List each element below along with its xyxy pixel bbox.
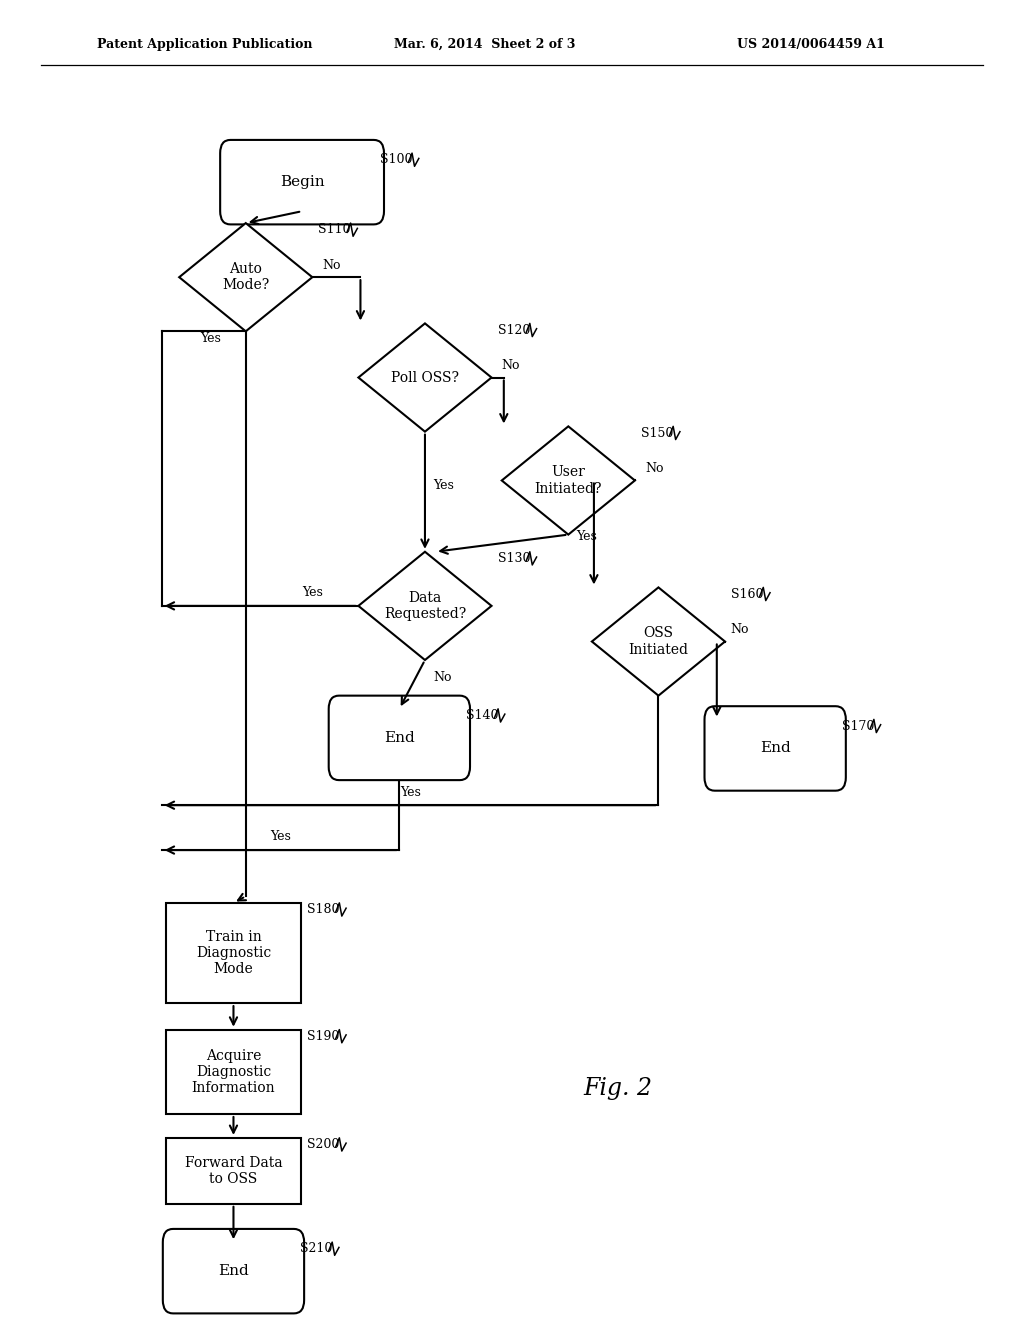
Text: Forward Data
to OSS: Forward Data to OSS (184, 1156, 283, 1185)
Text: No: No (730, 623, 749, 636)
Polygon shape (179, 223, 312, 331)
FancyBboxPatch shape (705, 706, 846, 791)
Text: S170: S170 (842, 719, 874, 733)
Bar (166, 1030, 301, 1114)
Text: Begin: Begin (280, 176, 325, 189)
Text: Yes: Yes (433, 479, 454, 492)
Text: Mar. 6, 2014  Sheet 2 of 3: Mar. 6, 2014 Sheet 2 of 3 (394, 37, 575, 50)
Text: S140: S140 (466, 709, 499, 722)
FancyBboxPatch shape (220, 140, 384, 224)
Text: End: End (760, 742, 791, 755)
Text: Yes: Yes (270, 830, 291, 843)
Polygon shape (358, 552, 492, 660)
Text: No: No (433, 672, 452, 684)
Text: End: End (384, 731, 415, 744)
Text: S200: S200 (307, 1138, 340, 1151)
Text: US 2014/0064459 A1: US 2014/0064459 A1 (737, 37, 885, 50)
Text: S190: S190 (307, 1030, 340, 1043)
Text: Yes: Yes (302, 586, 323, 599)
Text: S150: S150 (641, 426, 674, 440)
FancyBboxPatch shape (329, 696, 470, 780)
Text: Yes: Yes (399, 785, 421, 799)
Polygon shape (358, 323, 492, 432)
FancyBboxPatch shape (163, 1229, 304, 1313)
Bar (166, 1138, 301, 1204)
Text: Yes: Yes (577, 531, 597, 544)
Bar (166, 903, 301, 1003)
Text: S130: S130 (498, 552, 530, 565)
Text: S210: S210 (300, 1242, 333, 1255)
Text: End: End (218, 1265, 249, 1278)
Text: Train in
Diagnostic
Mode: Train in Diagnostic Mode (196, 929, 271, 977)
Text: S160: S160 (731, 587, 764, 601)
Text: S180: S180 (307, 903, 340, 916)
Text: Acquire
Diagnostic
Information: Acquire Diagnostic Information (191, 1048, 275, 1096)
Text: Patent Application Publication: Patent Application Publication (97, 37, 312, 50)
Text: No: No (645, 462, 664, 475)
Text: S120: S120 (498, 323, 530, 337)
Text: OSS
Initiated: OSS Initiated (629, 627, 688, 656)
Polygon shape (592, 587, 725, 696)
Text: Auto
Mode?: Auto Mode? (222, 263, 269, 292)
Text: Yes: Yes (200, 331, 220, 345)
Text: No: No (323, 259, 341, 272)
Text: S100: S100 (380, 153, 413, 166)
Text: No: No (502, 359, 520, 372)
Polygon shape (502, 426, 635, 535)
Text: S110: S110 (318, 223, 351, 236)
Text: Data
Requested?: Data Requested? (384, 591, 466, 620)
Text: Poll OSS?: Poll OSS? (391, 371, 459, 384)
Text: Fig. 2: Fig. 2 (584, 1077, 652, 1101)
Text: User
Initiated?: User Initiated? (535, 466, 602, 495)
